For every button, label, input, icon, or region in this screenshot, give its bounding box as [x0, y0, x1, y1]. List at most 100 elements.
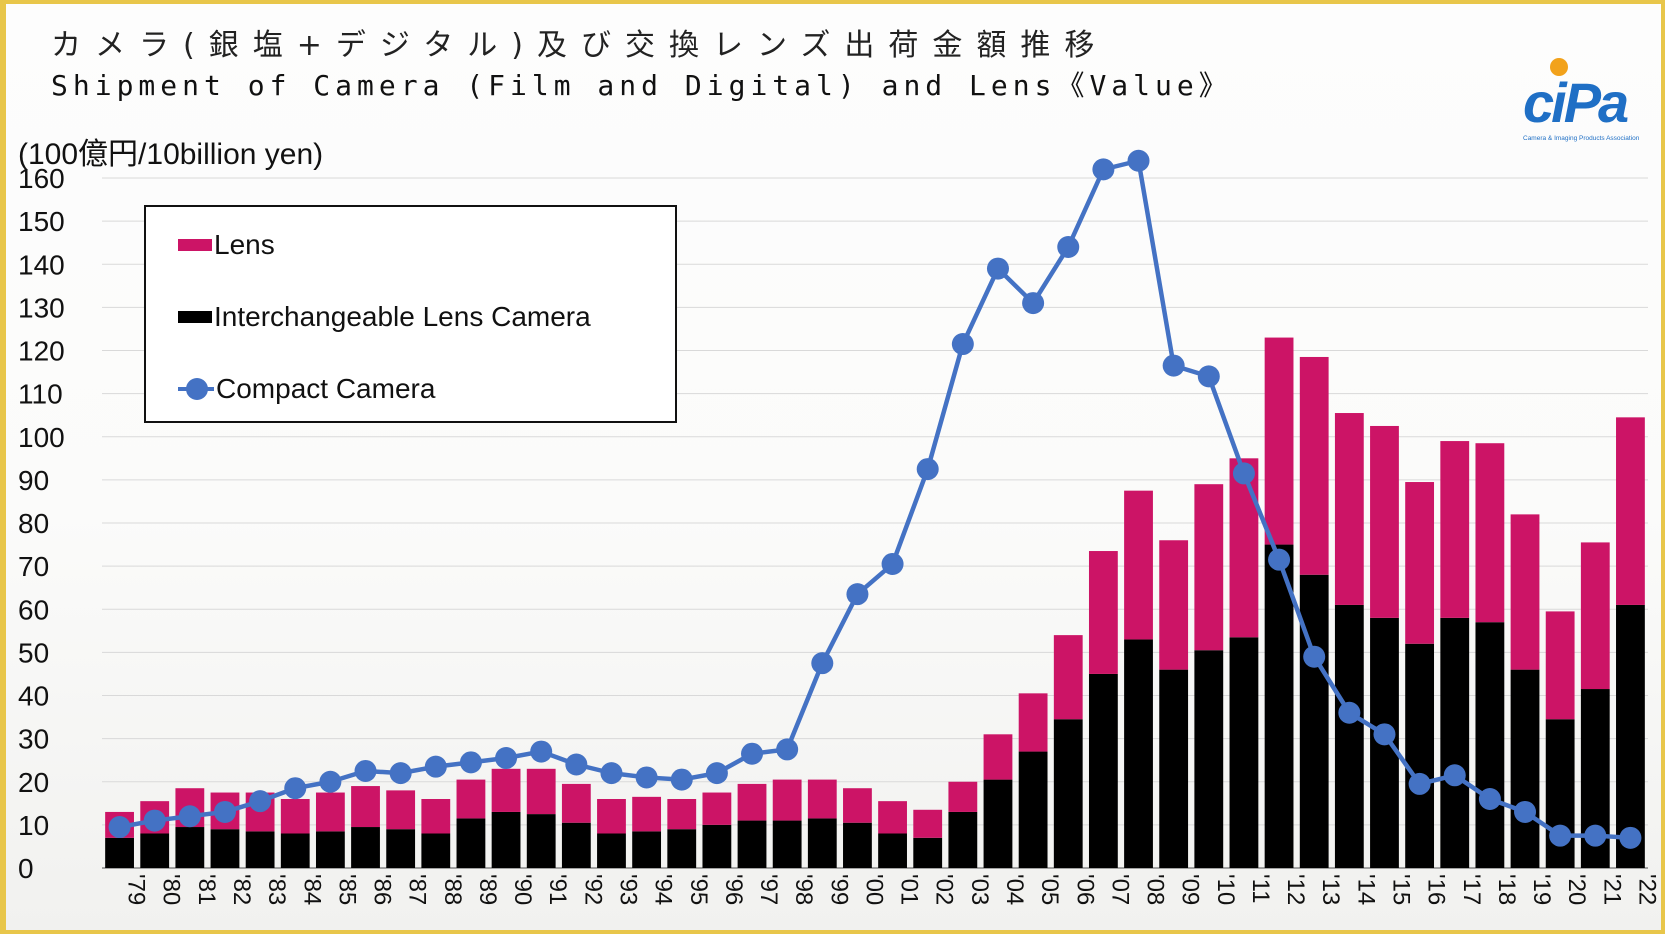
y-tick-label: 160: [18, 163, 65, 194]
x-tick-label: '11: [1247, 874, 1274, 904]
legend-item-lens: Lens: [178, 229, 275, 261]
bar-interchangeable-lens-camera: [175, 827, 205, 868]
bar-lens: [667, 799, 697, 830]
bar-lens: [1124, 490, 1153, 640]
compact-camera-point: [108, 816, 131, 839]
y-tick-label: 60: [18, 594, 49, 625]
x-tick-label: '85: [333, 874, 360, 905]
x-tick-label: '81: [193, 874, 220, 905]
y-tick-label: 110: [18, 379, 63, 410]
x-tick-label: '00: [860, 874, 887, 905]
x-tick-label: '10: [1212, 874, 1239, 905]
bar-interchangeable-lens-camera: [1334, 604, 1364, 868]
bar-interchangeable-lens-camera: [456, 818, 486, 868]
bar-lens: [948, 781, 978, 812]
bar-interchangeable-lens-camera: [1124, 639, 1153, 868]
bar-interchangeable-lens-camera: [210, 829, 240, 868]
compact-camera-point: [1022, 292, 1045, 315]
y-tick-label: 30: [18, 724, 49, 755]
legend-label-compact: Compact Camera: [216, 373, 436, 404]
bar-interchangeable-lens-camera: [1229, 637, 1259, 868]
compact-camera-point: [424, 755, 447, 778]
bar-interchangeable-lens-camera: [737, 820, 767, 868]
bar-interchangeable-lens-camera: [1053, 719, 1083, 868]
y-tick-label: 40: [18, 681, 49, 712]
bar-lens: [1370, 425, 1399, 618]
bar-interchangeable-lens-camera: [1018, 751, 1048, 868]
x-tick-label: '87: [404, 874, 431, 905]
x-tick-label: '79: [123, 874, 150, 905]
bar-interchangeable-lens-camera: [878, 833, 907, 868]
compact-camera-point: [1057, 236, 1080, 258]
y-tick-label: 80: [18, 508, 49, 539]
x-tick-label: '15: [1387, 874, 1414, 905]
bar-interchangeable-lens-camera: [1264, 544, 1294, 868]
bar-lens: [1580, 542, 1610, 690]
compact-camera-point: [178, 805, 201, 828]
compact-camera-point: [1338, 701, 1361, 724]
bar-interchangeable-lens-camera: [351, 827, 380, 868]
legend-label-lens: Lens: [214, 229, 275, 260]
y-tick-label: 10: [18, 810, 49, 841]
bar-interchangeable-lens-camera: [597, 833, 626, 868]
compact-camera-point: [249, 790, 272, 813]
legend-swatch-compact: [178, 377, 214, 401]
bar-lens: [1159, 540, 1189, 670]
bar-lens: [456, 779, 486, 819]
bar-interchangeable-lens-camera: [105, 837, 134, 868]
legend-label-ilc: Interchangeable Lens Camera: [214, 301, 591, 332]
x-tick-label: '09: [1177, 874, 1204, 905]
x-tick-label: '98: [790, 874, 817, 905]
compact-camera-point: [1162, 354, 1185, 377]
legend-swatch-ilc: [178, 311, 212, 323]
bar-lens: [1053, 635, 1083, 720]
x-tick-label: '94: [650, 874, 677, 905]
compact-camera-point: [1443, 764, 1466, 787]
x-axis-ticks: '79 '80 '81 '82 '83 '84 '85 '86 '87 '88 '89 '90 '91 '…: [123, 874, 1661, 905]
bar-interchangeable-lens-camera: [140, 833, 170, 868]
x-tick-label: '06: [1071, 874, 1098, 905]
bar-interchangeable-lens-camera: [280, 833, 310, 868]
compact-camera-point: [741, 742, 764, 765]
compact-camera-point: [1268, 548, 1291, 571]
bar-interchangeable-lens-camera: [1510, 669, 1540, 868]
x-tick-label: '12: [1282, 874, 1309, 905]
bar-interchangeable-lens-camera: [632, 831, 662, 868]
y-tick-label: 90: [18, 465, 49, 496]
bar-lens: [1475, 443, 1505, 623]
compact-camera-point: [459, 751, 482, 774]
legend-swatch-lens: [178, 239, 212, 251]
y-tick-label: 0: [18, 853, 34, 884]
bar-lens: [351, 786, 380, 828]
y-tick-label: 120: [18, 336, 65, 367]
bar-lens: [1018, 693, 1048, 752]
bar-lens: [983, 734, 1013, 780]
compact-camera-point: [635, 766, 658, 789]
bar-interchangeable-lens-camera: [772, 820, 802, 868]
compact-camera-point: [319, 770, 342, 793]
bar-lens: [1264, 337, 1294, 545]
y-tick-label: 100: [18, 422, 65, 453]
bar-lens: [280, 799, 310, 834]
compact-camera-point: [846, 583, 869, 606]
bar-interchangeable-lens-camera: [702, 824, 732, 868]
x-tick-label: '91: [544, 874, 571, 905]
compact-camera-point: [284, 777, 307, 800]
bar-lens: [421, 799, 451, 834]
bar-lens: [632, 796, 662, 832]
compact-camera-point: [1549, 824, 1572, 847]
bar-lens: [1440, 441, 1470, 618]
bar-interchangeable-lens-camera: [245, 831, 275, 868]
bar-interchangeable-lens-camera: [1299, 574, 1329, 868]
compact-camera-point: [1197, 365, 1220, 388]
y-axis-ticks: 0 10 20 30 40 50 60 70 80 90 100 110 120 130 140 150 160: [18, 163, 65, 884]
bar-lens: [702, 792, 732, 825]
compact-camera-point: [670, 768, 693, 791]
legend-item-ilc: Interchangeable Lens Camera: [178, 301, 591, 333]
compact-camera-point: [143, 809, 166, 832]
x-tick-label: '13: [1317, 874, 1344, 905]
x-tick-label: '05: [1036, 874, 1063, 905]
bar-lens: [1616, 417, 1645, 605]
compact-camera-point: [811, 652, 834, 675]
bar-interchangeable-lens-camera: [1440, 617, 1470, 868]
